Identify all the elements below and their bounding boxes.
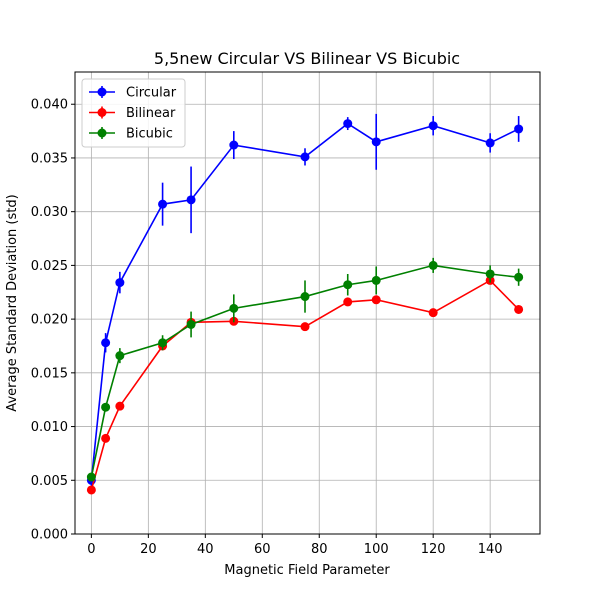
x-tick-label: 140: [478, 542, 503, 557]
data-point: [371, 275, 381, 285]
data-point: [300, 152, 310, 162]
legend: Circular Bilinear Bicubic: [81, 78, 186, 148]
series-line: [90, 264, 519, 478]
data-point: [485, 269, 495, 279]
data-point: [115, 278, 125, 288]
series-line: [90, 279, 520, 491]
y-tick-label: 0.005: [31, 474, 68, 489]
x-tick-label: 0: [87, 542, 95, 557]
data-point: [514, 272, 524, 282]
legend-label: Bicubic: [126, 127, 173, 142]
data-point: [101, 433, 111, 443]
data-point: [371, 295, 381, 305]
data-point: [229, 140, 239, 150]
data-point: [86, 485, 96, 495]
data-point: [186, 319, 196, 329]
series-layer: [86, 113, 524, 495]
data-point: [300, 322, 310, 332]
legend-box: [81, 78, 186, 148]
legend-marker: [97, 87, 107, 97]
y-tick-label: 0.035: [31, 151, 68, 166]
chart-title: 5,5new Circular VS Bilinear VS Bicubic: [154, 49, 460, 68]
y-tick-label: 0.010: [31, 420, 68, 435]
data-point: [343, 280, 353, 290]
series-line: [90, 122, 519, 481]
data-point: [514, 304, 524, 314]
x-tick-label: 80: [311, 542, 328, 557]
x-tick-label: 100: [364, 542, 389, 557]
data-point: [101, 402, 111, 412]
data-point: [428, 308, 438, 318]
series-bilinear: [86, 275, 524, 495]
y-tick-label: 0.030: [31, 205, 68, 220]
legend-label: Bilinear: [126, 106, 176, 121]
legend-label: Circular: [126, 86, 177, 101]
series-bicubic: [86, 257, 524, 482]
data-point: [343, 119, 353, 129]
y-tick-label: 0.025: [31, 259, 68, 274]
tick-layer: 0 20 40 60 80 100 120 140 0.000 0.005 0.010 0.015 0.…: [31, 98, 503, 557]
plot-frame: [74, 71, 541, 535]
x-tick-label: 40: [197, 542, 214, 557]
data-point: [428, 121, 438, 131]
data-point: [343, 297, 353, 307]
data-point: [158, 338, 168, 348]
x-axis-label: Magnetic Field Parameter: [224, 563, 390, 578]
x-tick-label: 20: [140, 542, 157, 557]
legend-marker: [97, 108, 107, 117]
y-tick-label: 0.015: [31, 366, 68, 381]
x-tick-label: 120: [421, 542, 446, 557]
data-point: [158, 199, 168, 209]
data-point: [428, 260, 438, 270]
data-point: [300, 292, 310, 302]
data-point: [101, 338, 111, 348]
legend-marker: [97, 128, 107, 138]
data-point: [371, 137, 381, 147]
data-point: [115, 401, 125, 411]
data-point: [86, 472, 96, 482]
data-point: [514, 124, 524, 134]
data-point: [115, 351, 125, 361]
data-point: [186, 195, 196, 205]
data-point: [485, 138, 495, 148]
y-tick-label: 0.040: [31, 98, 68, 113]
data-point: [229, 303, 239, 313]
x-tick-label: 60: [254, 542, 271, 557]
y-tick-label: 0.020: [31, 313, 68, 328]
y-tick-label: 0.000: [31, 528, 68, 543]
y-axis-label: Average Standard Deviation (std): [5, 194, 20, 411]
